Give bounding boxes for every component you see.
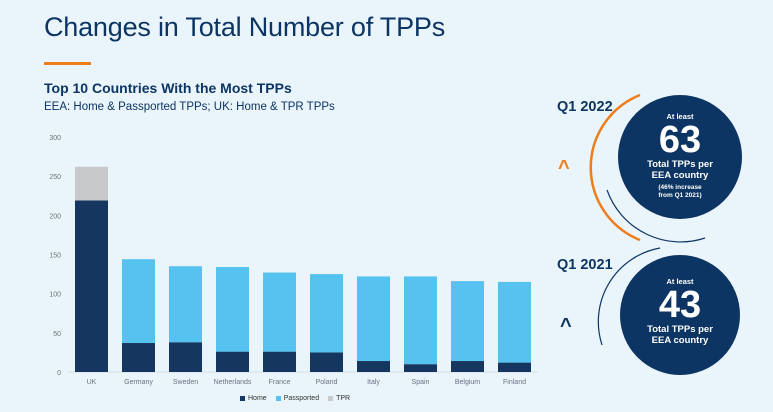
legend-item-home: Home xyxy=(240,395,267,402)
bar-tpr-uk xyxy=(75,166,108,201)
bar-home-finland xyxy=(498,362,531,372)
q1-2021-at-least: At least xyxy=(666,277,694,286)
legend-item-tpr: TPR xyxy=(328,395,350,402)
bar-passported-spain xyxy=(404,276,437,365)
x-tick-label: Spain xyxy=(412,379,430,386)
bar-passported-belgium xyxy=(451,281,484,362)
bar-passported-france xyxy=(263,272,296,352)
bar-home-spain xyxy=(404,364,437,372)
q1-2022-note-2: from Q1 2021) xyxy=(658,191,702,199)
q1-2021-label: Q1 2021 xyxy=(557,257,613,273)
y-tick-label: 300 xyxy=(49,135,61,142)
y-tick-label: 0 xyxy=(57,370,61,377)
up-chevron-icon: ^ xyxy=(558,157,570,179)
bar-passported-germany xyxy=(122,259,155,344)
y-tick-label: 200 xyxy=(49,213,61,220)
q1-2022-label: Q1 2022 xyxy=(557,99,613,115)
bar-home-belgium xyxy=(451,361,484,372)
x-tick-label: UK xyxy=(87,379,97,386)
legend-label-passported: Passported xyxy=(283,395,320,402)
bar-home-netherlands xyxy=(216,351,249,372)
bar-home-sweden xyxy=(169,342,202,372)
legend-item-passported: Passported xyxy=(275,395,320,402)
bar-chart: 0 50 100 150 200 250 300 UK Germany Sweden Netherl… xyxy=(49,135,538,386)
page-title: Changes in Total Number of TPPs xyxy=(44,12,446,42)
bar-home-uk xyxy=(75,200,108,372)
legend-swatch-tpr xyxy=(328,396,334,401)
x-tick-label: Italy xyxy=(367,379,380,386)
q1-2021-desc-2: EEA country xyxy=(651,335,709,347)
chart-subtitle: EEA: Home & Passported TPPs; UK: Home & … xyxy=(44,101,335,113)
title-accent-line xyxy=(44,62,91,65)
x-tick-label: Poland xyxy=(316,379,338,386)
bar-passported-poland xyxy=(310,274,343,353)
y-tick-label: 150 xyxy=(49,253,61,260)
bar-passported-italy xyxy=(357,276,390,362)
up-chevron-icon: ^ xyxy=(560,315,572,337)
x-tick-label: France xyxy=(269,379,291,386)
q1-2021-number: 43 xyxy=(658,284,702,326)
bar-home-poland xyxy=(310,352,343,372)
legend-swatch-home xyxy=(240,396,245,401)
x-tick-label: Netherlands xyxy=(214,379,252,386)
bar-passported-finland xyxy=(498,281,531,363)
y-tick-label: 250 xyxy=(49,174,61,181)
q1-2022-desc-1: Total TPPs per xyxy=(647,159,713,170)
bar-home-italy xyxy=(357,361,390,372)
q1-2022-note-1: (46% increase xyxy=(658,183,702,191)
y-tick-label: 100 xyxy=(49,292,61,299)
x-tick-label: Belgium xyxy=(455,379,480,386)
y-tick-label: 50 xyxy=(53,331,61,338)
legend-label-tpr: TPR xyxy=(336,395,351,402)
x-tick-label: Sweden xyxy=(173,379,198,386)
q1-2022-desc-2: EEA country xyxy=(651,170,709,182)
bar-passported-netherlands xyxy=(216,267,249,352)
q1-2021-desc-1: Total TPPs per xyxy=(647,324,713,335)
bar-passported-sweden xyxy=(169,266,202,343)
bar-home-france xyxy=(263,351,296,372)
x-tick-label: Germany xyxy=(124,379,153,386)
x-tick-label: Finland xyxy=(503,379,526,386)
q1-2022-circle: At least 63 Total TPPs per EEA country (… xyxy=(618,95,742,219)
bar-home-germany xyxy=(122,343,155,372)
legend-label-home: Home xyxy=(248,395,267,402)
q1-2021-circle: At least 43 Total TPPs per EEA country xyxy=(620,255,740,375)
q1-2022-at-least: At least xyxy=(666,112,694,121)
chart-title: Top 10 Countries With the Most TPPs xyxy=(44,80,292,96)
legend-swatch-passported xyxy=(275,396,281,401)
q1-2022-number: 63 xyxy=(658,119,702,161)
chart-legend: Home Passported TPR xyxy=(240,395,350,402)
